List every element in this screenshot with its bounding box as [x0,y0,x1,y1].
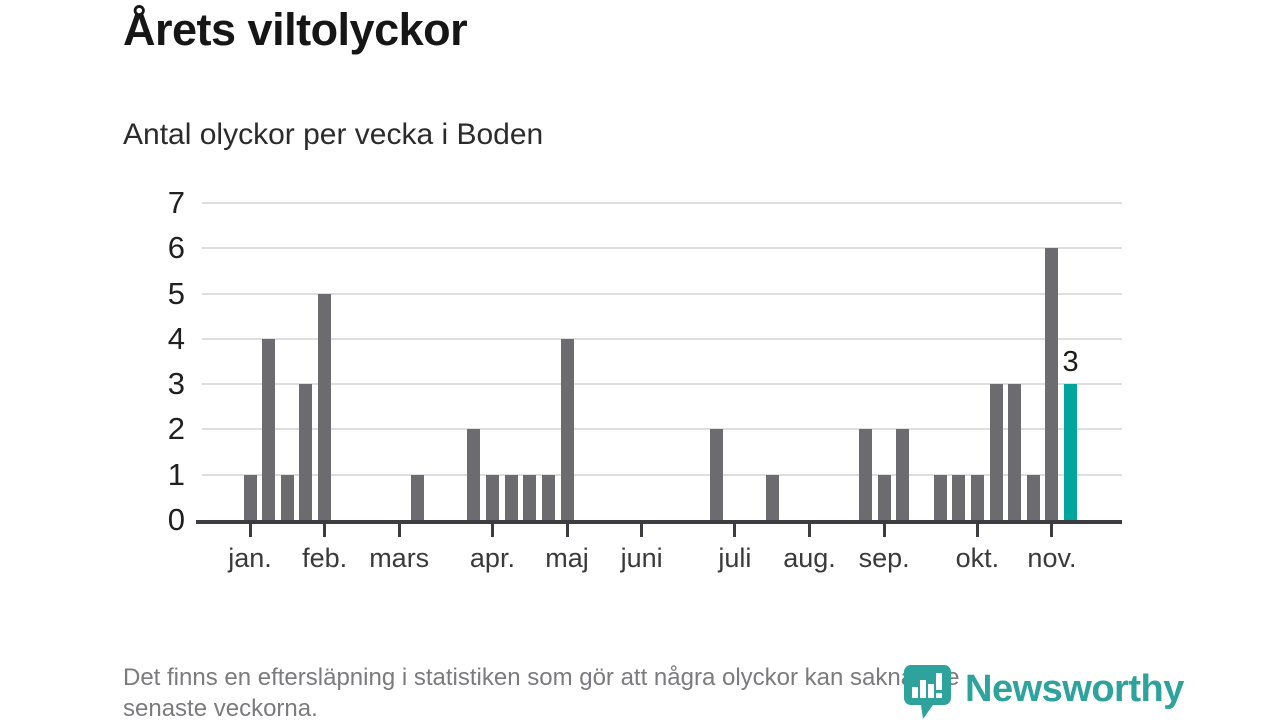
x-tick-sep [882,524,886,537]
newsworthy-logo: Newsworthy [903,664,1184,720]
x-tick-juni [640,524,644,537]
x-tick-jan [248,524,252,537]
x-label-jan: jan. [228,543,272,573]
bar-week-17 [560,338,574,520]
x-label-apr: apr. [469,543,515,573]
bar-week-25 [709,429,723,520]
x-label-juni: juni [620,543,663,573]
x-tick-aug [808,524,811,537]
y-tick-label-4: 4 [167,320,185,356]
gridline-y-2 [202,428,1122,431]
footnote: Det finns en eftersläpning i statistiken… [123,662,1163,720]
bar-week-28 [765,474,779,520]
bar-week-39 [970,474,984,520]
bar-week-1 [262,338,276,520]
bar-week-41 [1008,384,1022,520]
footnote-line-2: senaste veckorna. [123,695,318,720]
x-tick-okt [975,524,979,537]
x-tick-apr [490,524,494,537]
y-tick-label-0: 0 [167,502,185,537]
gridline-y-4 [202,337,1122,340]
plot-area: 3 jan. feb. mars apr. maj juni juli aug. sep. okt.… [196,202,1122,573]
bar-week-14 [504,474,518,520]
bar-week-38 [952,474,966,520]
x-tick-feb [323,524,327,537]
x-label-aug: aug. [783,543,836,573]
bar-week-9 [411,474,425,520]
x-tick-maj [565,524,569,537]
bar-week-2 [280,474,294,520]
bar-week-43 [1045,248,1059,520]
gridline-y-1 [202,473,1122,476]
y-tick-label-7: 7 [167,185,185,220]
gridline-y-5 [202,292,1122,295]
x-label-juli: juli [718,543,752,573]
bar-week-0 [243,474,257,520]
x-tick-juli [733,524,737,537]
x-label-mars: mars [369,543,430,573]
bar-week-current [1064,384,1078,520]
x-label-feb: feb. [302,543,348,573]
bar-week-40 [989,384,1003,520]
y-tick-label-6: 6 [167,230,185,266]
bar-week-34 [877,474,891,520]
bar-week-13 [485,474,499,520]
gridline-y-6 [202,247,1122,250]
newsworthy-logo-icon [904,665,951,719]
bar-week-12 [467,429,481,520]
newsworthy-logo-text: Newsworthy [965,668,1184,710]
x-label-okt: okt. [955,543,1000,573]
page-title: Årets viltolyckor [123,4,468,55]
x-tick-nov [1050,524,1054,537]
bar-week-35 [896,429,910,520]
y-tick-label-5: 5 [167,275,185,311]
bar-week-3 [299,384,313,520]
bar-week-33 [858,429,872,520]
bar-week-15 [523,474,537,520]
gridline-y-7 [202,202,1122,204]
x-label-maj: maj [545,543,589,573]
bar-week-37 [933,474,947,520]
x-axis-line [196,520,1122,524]
bar-week-42 [1026,474,1040,520]
gridline-y-3 [202,383,1122,386]
bar-week-4 [318,293,332,520]
bar-week-16 [541,474,555,520]
highlight-value-label: 3 [1062,346,1079,379]
chart-subtitle: Antal olyckor per vecka i Boden [123,118,544,151]
footnote-line-1: Det finns en eftersläpning i statistiken… [123,664,960,691]
y-axis-labels: 0 1 2 3 4 5 6 7 [130,185,185,537]
x-tick-mars [397,524,401,537]
y-tick-label-2: 2 [167,411,185,447]
y-tick-label-3: 3 [167,366,185,402]
x-label-sep: sep. [858,543,910,573]
x-label-nov: nov. [1027,543,1077,573]
y-tick-label-1: 1 [167,456,185,492]
